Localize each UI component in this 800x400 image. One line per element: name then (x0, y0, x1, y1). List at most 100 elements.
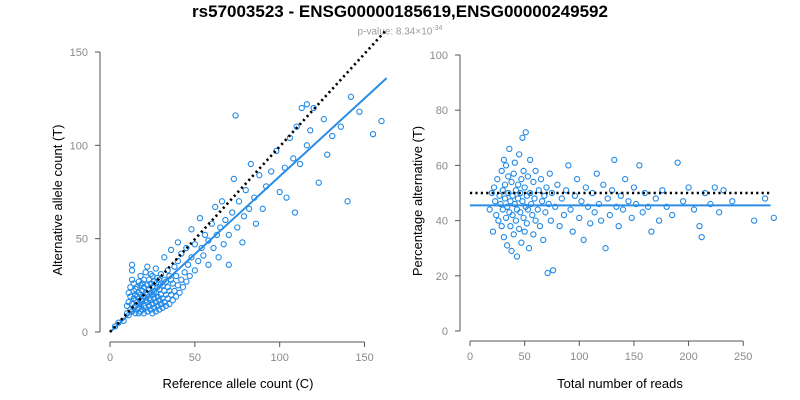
data-point (486, 206, 493, 213)
data-point (556, 222, 563, 230)
data-points (111, 93, 385, 330)
data-point (234, 224, 241, 231)
data-point (490, 184, 498, 191)
data-point (540, 236, 547, 244)
data-point (159, 304, 166, 311)
data-point (488, 189, 496, 197)
data-point (137, 308, 144, 315)
data-point (524, 206, 532, 213)
data-point (337, 123, 344, 130)
data-point (506, 145, 513, 152)
data-point (679, 198, 687, 205)
data-point (615, 222, 622, 230)
data-point (210, 244, 217, 252)
data-point (652, 195, 659, 202)
data-point (298, 104, 305, 112)
data-point (134, 284, 141, 291)
data-point (613, 203, 620, 210)
y-tick-label: 100 (430, 50, 448, 62)
data-point (504, 242, 511, 249)
data-point (707, 200, 714, 208)
data-point (149, 310, 156, 317)
y-tick-label: 20 (436, 271, 448, 283)
data-point (508, 178, 515, 186)
data-point (239, 239, 246, 246)
data-point (549, 267, 557, 274)
data-point (541, 192, 548, 199)
data-point (195, 257, 202, 265)
data-point (518, 239, 525, 246)
data-point (259, 205, 266, 212)
data-point (218, 198, 226, 205)
data-point (176, 289, 183, 296)
data-point (493, 211, 500, 219)
data-point (639, 209, 646, 216)
data-point (534, 206, 541, 213)
data-point (200, 252, 207, 259)
data-point (178, 250, 185, 257)
data-point (191, 267, 198, 274)
data-point (174, 239, 182, 246)
data-point (761, 195, 769, 202)
data-point (636, 162, 643, 169)
data-point (139, 287, 146, 295)
data-point (593, 170, 600, 177)
data-point (690, 206, 698, 213)
data-point (563, 187, 570, 194)
data-point (198, 244, 205, 252)
data-point (625, 198, 632, 205)
data-point (537, 176, 545, 183)
data-point (554, 181, 561, 188)
data-point (513, 253, 521, 260)
data-point (526, 156, 534, 164)
data-point (617, 192, 624, 199)
data-point (181, 269, 188, 276)
data-point (600, 181, 607, 188)
data-point (495, 217, 502, 224)
data-point (532, 167, 539, 175)
data-point (517, 209, 524, 216)
data-point (685, 184, 692, 191)
data-point (542, 209, 549, 216)
data-point (509, 192, 516, 199)
left-panel-allele-counts: 0 50 100 150 0 50 100 150 Reference allele count… (50, 28, 388, 391)
data-point (518, 176, 525, 183)
data-point (552, 203, 559, 210)
data-point (505, 173, 512, 180)
data-point (630, 184, 638, 191)
data-point (183, 278, 190, 285)
data-point (622, 176, 629, 183)
data-point (290, 155, 297, 162)
data-point (524, 173, 532, 180)
data-point (565, 162, 572, 169)
data-point (528, 200, 535, 208)
data-point (157, 270, 165, 278)
data-point (547, 217, 555, 224)
data-point (597, 217, 605, 224)
y-axis-label: Percentage alternative (T) (410, 126, 425, 276)
data-point (525, 245, 533, 252)
data-point (750, 217, 758, 224)
data-point (137, 272, 144, 280)
data-point (344, 198, 351, 205)
data-point (578, 198, 585, 205)
data-point (500, 156, 508, 164)
data-point (142, 269, 149, 276)
data-point (191, 241, 198, 248)
data-point (296, 160, 304, 168)
data-point (489, 228, 497, 235)
data-point (188, 226, 195, 233)
data-point (303, 142, 310, 149)
data-point (315, 179, 322, 186)
x-tick-label: 150 (355, 352, 373, 364)
data-point (178, 276, 185, 283)
data-points (486, 129, 777, 277)
data-point (135, 289, 142, 296)
data-point (655, 217, 663, 224)
data-point (128, 267, 136, 274)
data-point (111, 323, 119, 330)
data-point (504, 203, 511, 210)
data-point (595, 200, 603, 208)
data-point (519, 134, 526, 141)
data-point (276, 188, 283, 196)
